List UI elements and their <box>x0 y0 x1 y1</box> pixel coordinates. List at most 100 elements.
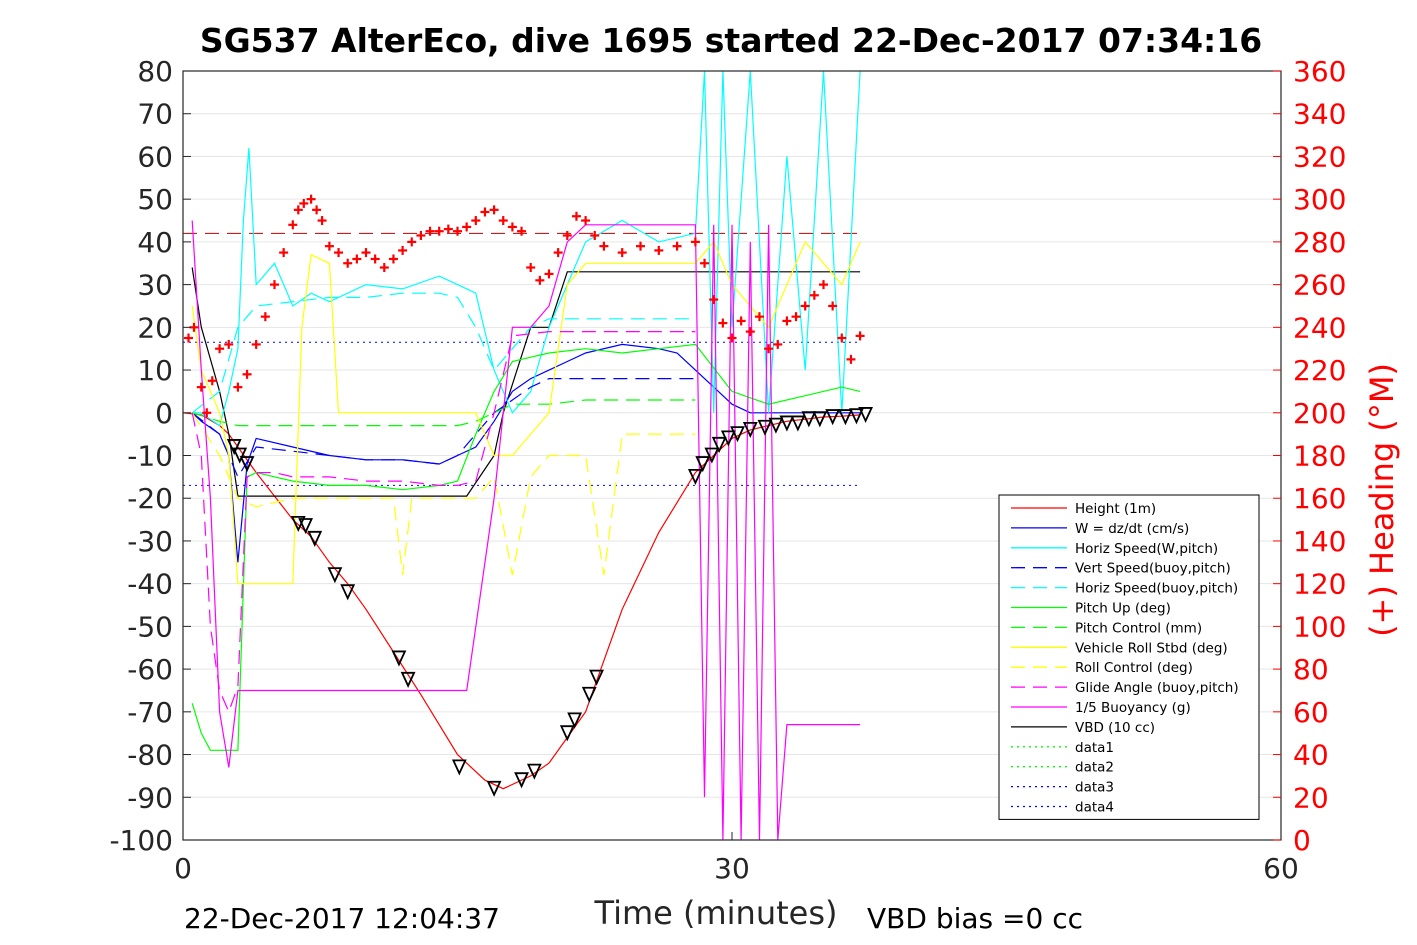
heading-point <box>480 207 490 217</box>
height-marker <box>812 411 828 428</box>
height-marker <box>239 456 255 473</box>
y-tick-label: 30 <box>137 269 173 302</box>
heading-point <box>215 344 225 354</box>
height-marker <box>307 530 323 547</box>
legend-label: data2 <box>1075 760 1114 776</box>
series-line-horiz-speed-buoy-pitch <box>191 292 696 414</box>
heading-point <box>224 339 234 349</box>
legend-label: Vert Speed(buoy,pitch) <box>1075 561 1231 577</box>
y-tick-label: 60 <box>137 140 173 173</box>
series-line-glide-angle-buoy-pitch <box>191 331 696 714</box>
y-right-tick-label: 240 <box>1293 311 1346 344</box>
legend-label: 1/5 Buoyancy (g) <box>1075 700 1191 716</box>
legend-label: Pitch Control (mm) <box>1075 620 1202 636</box>
heading-point <box>636 241 645 251</box>
heading-point <box>599 241 609 251</box>
heading-point <box>343 258 353 268</box>
heading-point <box>498 216 508 226</box>
heading-point <box>617 248 627 258</box>
heading-point <box>764 344 774 354</box>
y-right-tick-label: 260 <box>1293 269 1346 302</box>
y-tick-label: -10 <box>127 440 173 473</box>
y-right-tick-label: 0 <box>1293 824 1311 857</box>
height-marker <box>567 712 583 729</box>
legend-label: Height (1m) <box>1075 501 1156 517</box>
legend-label: VBD (10 cc) <box>1075 720 1155 736</box>
y-tick-label: 20 <box>137 311 173 344</box>
heading-point <box>434 226 444 236</box>
y-right-tick-label: 60 <box>1293 696 1329 729</box>
height-marker <box>768 417 784 434</box>
heading-point <box>207 376 217 386</box>
y-tick-label: -80 <box>127 739 173 772</box>
legend-box <box>998 494 1260 820</box>
heading-point <box>782 316 792 326</box>
heading-point <box>828 301 838 311</box>
height-marker <box>400 671 416 688</box>
heading-point <box>754 312 764 322</box>
heading-point <box>672 241 682 251</box>
y-tick-label: -60 <box>127 653 173 686</box>
legend-label: Vehicle Roll Stbd (deg) <box>1075 640 1228 656</box>
height-marker <box>589 669 604 686</box>
heading-point <box>361 248 371 258</box>
heading-point <box>312 205 322 215</box>
heading-point <box>690 237 700 247</box>
y-tick-label: 70 <box>137 98 173 131</box>
heading-point <box>370 254 380 264</box>
heading-point <box>260 312 270 322</box>
legend-label: data4 <box>1075 800 1114 816</box>
footer-vbd-bias: VBD bias =0 cc <box>867 902 1083 935</box>
series-line-horiz-speed-w-pitch <box>192 71 861 427</box>
height-marker <box>226 439 242 456</box>
y-right-tick-label: 40 <box>1293 739 1329 772</box>
series-line-vert-speed-buoy-pitch <box>191 378 696 479</box>
legend-label: W = dz/dt (cm/s) <box>1075 521 1189 537</box>
legend-label: Pitch Up (deg) <box>1075 601 1171 617</box>
heading-point <box>388 254 398 264</box>
height-marker <box>704 447 720 464</box>
legend-label: Horiz Speed(W,pitch) <box>1075 541 1218 557</box>
heading-point <box>544 269 554 279</box>
height-marker <box>720 430 736 447</box>
heading-point <box>288 220 298 230</box>
y-tick-label: 50 <box>137 183 173 216</box>
y-tick-label: -70 <box>127 696 173 729</box>
legend-label: Roll Control (deg) <box>1075 660 1193 676</box>
heading-point <box>571 211 581 221</box>
y-right-tick-label: 360 <box>1293 55 1346 88</box>
height-marker <box>514 772 529 789</box>
heading-point <box>773 339 783 349</box>
heading-point <box>700 258 710 268</box>
height-marker <box>757 419 773 436</box>
heading-point <box>809 290 819 300</box>
heading-point <box>398 245 408 255</box>
height-marker <box>742 421 758 439</box>
heading-point <box>535 275 545 285</box>
heading-point <box>270 280 279 290</box>
y-right-tick-label: 280 <box>1293 226 1346 259</box>
heading-point <box>407 237 417 247</box>
heading-point <box>791 312 801 322</box>
heading-point <box>855 331 865 341</box>
height-marker <box>849 408 864 425</box>
y-tick-label: -90 <box>127 781 173 814</box>
height-marker <box>825 409 841 426</box>
heading-point <box>590 230 600 240</box>
heading-point <box>233 382 243 392</box>
height-marker <box>687 468 703 486</box>
series-line-pitch-up-deg <box>191 343 861 751</box>
y-right-tick-label: 20 <box>1293 781 1329 814</box>
heading-point <box>489 205 499 215</box>
heading-point <box>334 248 344 258</box>
y-tick-label: -40 <box>127 568 173 601</box>
heading-point <box>562 230 572 240</box>
legend-label: data3 <box>1075 780 1114 796</box>
x-tick-label: 0 <box>174 852 192 885</box>
heading-point <box>183 333 193 343</box>
height-marker <box>486 780 502 797</box>
heading-point <box>654 245 664 255</box>
height-marker <box>581 686 597 703</box>
height-marker <box>559 725 575 742</box>
